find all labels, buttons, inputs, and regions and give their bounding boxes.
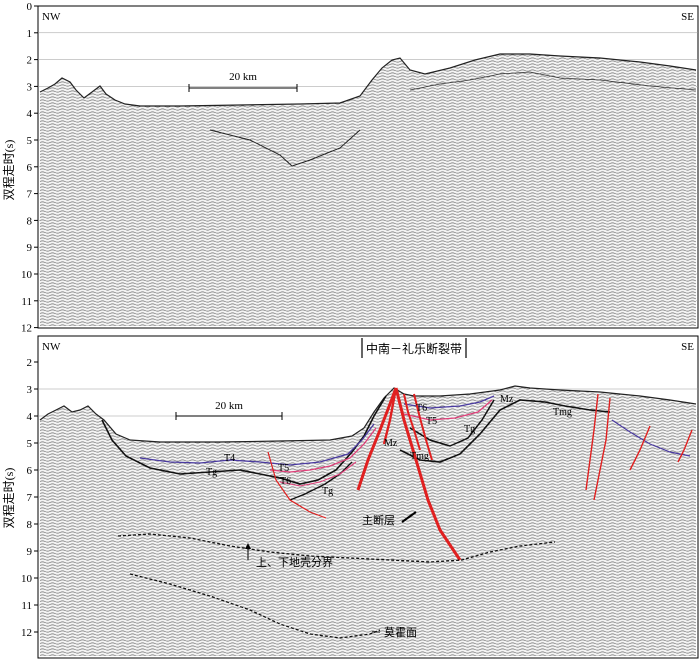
fault-west-of-main (356, 387, 398, 491)
bottom-y-axis-title: 双程走时(s) (1, 468, 16, 529)
top-seismic-section (40, 54, 696, 326)
t5-horizon-left (269, 427, 377, 473)
y-tick-label: 1 (27, 28, 33, 40)
y-tick-label: 9 (27, 546, 33, 558)
y-tick-label: 4 (27, 411, 33, 423)
t6-horizon-left (279, 461, 357, 487)
y-tick-label: 8 (27, 215, 33, 227)
y-tick-label: 5 (27, 438, 33, 450)
fault-east-3 (629, 425, 651, 471)
crust-boundary-line (117, 533, 556, 563)
y-tick-label: 6 (27, 465, 33, 477)
top-y-axis-title: 双程走时(s) (1, 140, 16, 201)
y-tick-label: 11 (21, 600, 32, 612)
bottom-y-axis: 2 3 4 5 6 7 8 9 10 11 12 (21, 357, 38, 639)
label-t4-left: T4 (224, 453, 235, 464)
bottom-se-label: SE (681, 341, 694, 353)
t5-horizon-right (403, 399, 493, 421)
y-tick-label: 8 (27, 519, 33, 531)
y-tick-label: 0 (27, 1, 33, 13)
y-tick-label: 3 (27, 384, 33, 396)
y-tick-label: 4 (27, 108, 33, 120)
bottom-seafloor-line (39, 385, 697, 443)
y-tick-label: 2 (27, 55, 33, 67)
label-tg-mid: Tg (322, 486, 333, 497)
main-fault-label: 主断层 (362, 513, 395, 527)
fault-east-1 (585, 393, 599, 491)
top-basement-reflector (209, 129, 361, 167)
fault-east-4 (677, 429, 693, 463)
fault-west-splay (382, 387, 398, 445)
tg-lower-horizon (289, 461, 353, 501)
label-tg-right: Tg (464, 424, 475, 435)
top-scale-label: 20 km (229, 71, 257, 83)
y-tick-label: 12 (21, 627, 32, 639)
label-t6-right: T6 (416, 403, 427, 414)
y-tick-label: 5 (27, 135, 33, 147)
fault-east-2 (593, 397, 611, 501)
t4-horizon-left (139, 423, 375, 466)
top-se-label: SE (681, 11, 694, 23)
tg-horizon-right (409, 399, 495, 447)
label-tg-left: Tg (206, 467, 217, 478)
main-fault (394, 387, 462, 561)
bottom-seismic-section (40, 386, 696, 656)
y-tick-label: 7 (27, 492, 33, 504)
bottom-panel: 中南－礼乐断裂带 20 km NW SE Tg T4 T5 T6 Tg T6 T… (37, 335, 699, 659)
top-nw-label: NW (42, 11, 61, 23)
moho-line (129, 573, 381, 639)
y-tick-label: 9 (27, 242, 33, 254)
fault-splay-a (403, 393, 421, 451)
label-mz-left: Mz (384, 438, 398, 449)
label-tmg-left: Tmg (410, 451, 429, 462)
t6-horizon-right (403, 395, 495, 409)
tmg-horizon (399, 399, 611, 463)
bottom-scale-label: 20 km (215, 400, 243, 412)
crust-boundary-label: 上、下地壳分界 (256, 555, 333, 569)
y-tick-label: 3 (27, 81, 33, 93)
y-tick-label: 12 (21, 323, 32, 335)
y-tick-label: 6 (27, 162, 33, 174)
y-tick-label: 11 (21, 296, 32, 308)
label-tmg-right: Tmg (553, 407, 572, 418)
y-tick-label: 10 (21, 269, 33, 281)
label-t5-left: T5 (278, 463, 289, 474)
top-seafloor-line (39, 53, 697, 107)
fault-basin (267, 451, 327, 519)
y-tick-label: 2 (27, 357, 33, 369)
label-t5-right: T5 (426, 416, 437, 427)
label-mz-right: Mz (500, 394, 514, 405)
bottom-nw-label: NW (42, 341, 61, 353)
y-tick-label: 7 (27, 189, 33, 201)
top-panel: 20 km NW SE (37, 5, 699, 329)
label-t6-left: T6 (280, 476, 291, 487)
main-fault-pointer (401, 511, 417, 523)
y-tick-label: 10 (21, 573, 33, 585)
tmg-horizon-east (611, 419, 691, 457)
moho-label: 莫霍面 (384, 626, 417, 639)
top-shelf-reflector (409, 71, 697, 91)
fault-zone-label: 中南－礼乐断裂带 (366, 341, 462, 356)
fault-splay-b (413, 393, 433, 461)
